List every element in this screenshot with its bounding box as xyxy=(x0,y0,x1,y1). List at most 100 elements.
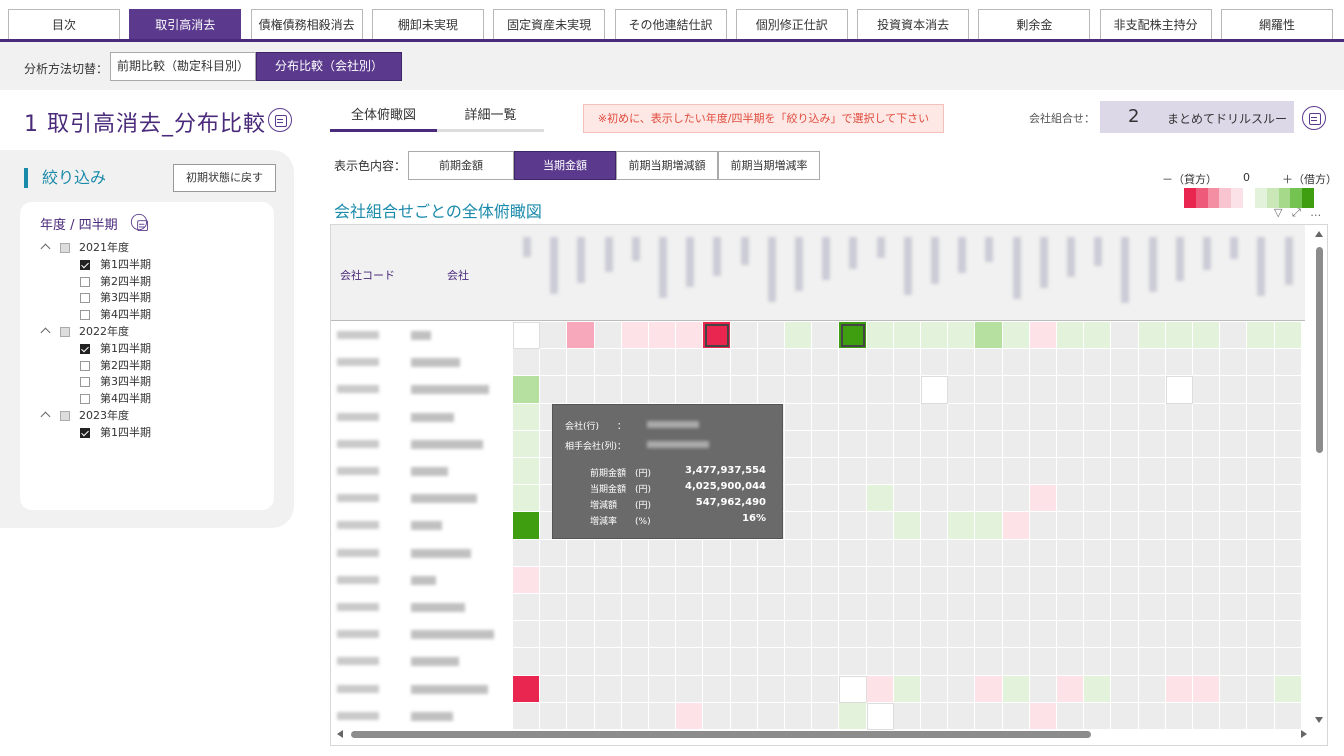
heatmap-cell[interactable] xyxy=(921,594,949,622)
heatmap-cell[interactable] xyxy=(567,322,595,350)
heatmap-cell[interactable] xyxy=(1111,485,1139,513)
heatmap-cell[interactable] xyxy=(1138,376,1166,404)
heatmap-cell[interactable] xyxy=(1247,458,1275,486)
heatmap-cell[interactable] xyxy=(812,566,840,594)
heatmap-cell[interactable] xyxy=(975,702,1003,730)
heatmap-cell[interactable] xyxy=(948,648,976,676)
heatmap-cell[interactable] xyxy=(1193,322,1221,350)
heatmap-cell[interactable] xyxy=(621,621,649,649)
heatmap-cell[interactable] xyxy=(1138,458,1166,486)
heatmap-cell[interactable] xyxy=(1084,458,1112,486)
heatmap-cell[interactable] xyxy=(1193,376,1221,404)
heatmap-cell[interactable] xyxy=(1111,675,1139,703)
heatmap-cell[interactable] xyxy=(621,566,649,594)
heatmap-cell[interactable] xyxy=(975,376,1003,404)
heatmap-cell[interactable] xyxy=(730,566,758,594)
heatmap-cell[interactable] xyxy=(757,349,785,377)
heatmap-cell[interactable] xyxy=(757,376,785,404)
heatmap-cell[interactable] xyxy=(1084,485,1112,513)
heatmap-cell[interactable] xyxy=(649,648,677,676)
tree-quarter-node[interactable]: 第3四半期 xyxy=(80,290,230,306)
heatmap-cell[interactable] xyxy=(839,376,867,404)
heatmap-cell[interactable] xyxy=(703,648,731,676)
heatmap-cell[interactable] xyxy=(948,675,976,703)
heatmap-cell[interactable] xyxy=(866,349,894,377)
heatmap-cell[interactable] xyxy=(1057,485,1085,513)
heatmap-cell[interactable] xyxy=(649,322,677,350)
heatmap-cell[interactable] xyxy=(785,403,813,431)
heatmap-cell[interactable] xyxy=(1247,648,1275,676)
heatmap-cell[interactable] xyxy=(785,648,813,676)
heatmap-cell[interactable] xyxy=(1057,430,1085,458)
heatmap-cell[interactable] xyxy=(649,594,677,622)
heatmap-cell[interactable] xyxy=(1165,485,1193,513)
heatmap-cell[interactable] xyxy=(1084,648,1112,676)
mode-button-distribution[interactable]: 分布比較（会社別） xyxy=(256,52,402,81)
heatmap-cell[interactable] xyxy=(1002,675,1030,703)
heatmap-cell[interactable] xyxy=(1111,349,1139,377)
column-company-header[interactable] xyxy=(876,237,885,258)
heatmap-cell[interactable] xyxy=(676,539,704,567)
tree-year-node[interactable]: 2021年度 xyxy=(40,240,240,256)
heatmap-cell[interactable] xyxy=(1084,349,1112,377)
heatmap-cell[interactable] xyxy=(893,539,921,567)
heatmap-cell[interactable] xyxy=(1193,512,1221,540)
collapse-chevron-icon[interactable] xyxy=(40,243,51,254)
quarter-checkbox[interactable] xyxy=(80,360,90,371)
heatmap-cell[interactable] xyxy=(921,621,949,649)
heatmap-cell[interactable] xyxy=(893,349,921,377)
heatmap-cell[interactable] xyxy=(1247,539,1275,567)
heatmap-cell[interactable] xyxy=(1165,403,1193,431)
heatmap-cell[interactable] xyxy=(812,403,840,431)
heatmap-cell[interactable] xyxy=(1029,376,1057,404)
heatmap-cell[interactable] xyxy=(1193,485,1221,513)
heatmap-cell[interactable] xyxy=(1057,621,1085,649)
heatmap-cell[interactable] xyxy=(1274,566,1302,594)
drill-through-button[interactable]: 2 まとめてドリルスルー xyxy=(1100,101,1294,133)
horizontal-scrollbar[interactable] xyxy=(335,727,1309,741)
heatmap-cell[interactable] xyxy=(649,566,677,594)
mode-button-period[interactable]: 前期比較（勘定科目別） xyxy=(110,52,256,81)
heatmap-cell[interactable] xyxy=(975,594,1003,622)
heatmap-cell[interactable] xyxy=(866,594,894,622)
heatmap-cell[interactable] xyxy=(513,485,541,513)
heatmap-cell[interactable] xyxy=(1165,566,1193,594)
heatmap-cell[interactable] xyxy=(1111,430,1139,458)
heatmap-cell[interactable] xyxy=(1193,349,1221,377)
heatmap-cell[interactable] xyxy=(540,648,568,676)
heatmap-cell[interactable] xyxy=(866,376,894,404)
quarter-checkbox[interactable] xyxy=(80,427,90,438)
heatmap-cell[interactable] xyxy=(513,675,541,703)
heatmap-cell[interactable] xyxy=(703,675,731,703)
heatmap-cell[interactable] xyxy=(839,675,867,703)
display-current-amount-button[interactable]: 当期金額 xyxy=(514,151,616,180)
top-tab[interactable]: 固定資産未実現 xyxy=(493,9,606,39)
heatmap-cell[interactable] xyxy=(757,566,785,594)
heatmap-cell[interactable] xyxy=(676,675,704,703)
heatmap-cell[interactable] xyxy=(676,566,704,594)
heatmap-cell[interactable] xyxy=(1111,376,1139,404)
column-company-header[interactable] xyxy=(1175,237,1184,281)
heatmap-cell[interactable] xyxy=(1057,376,1085,404)
heatmap-cell[interactable] xyxy=(513,322,541,350)
heatmap-cell[interactable] xyxy=(513,512,541,540)
column-company-header[interactable] xyxy=(985,237,994,262)
heatmap-cell[interactable] xyxy=(866,566,894,594)
heatmap-cell[interactable] xyxy=(757,648,785,676)
heatmap-cell[interactable] xyxy=(621,376,649,404)
heatmap-cell[interactable] xyxy=(839,458,867,486)
heatmap-cell[interactable] xyxy=(785,485,813,513)
heatmap-cell[interactable] xyxy=(839,403,867,431)
heatmap-cell[interactable] xyxy=(1247,349,1275,377)
heatmap-cell[interactable] xyxy=(812,430,840,458)
heatmap-cell[interactable] xyxy=(1220,349,1248,377)
heatmap-cell[interactable] xyxy=(730,349,758,377)
heatmap-cell[interactable] xyxy=(893,702,921,730)
heatmap-cell[interactable] xyxy=(621,539,649,567)
column-company-header[interactable] xyxy=(1230,237,1239,259)
heatmap-cell[interactable] xyxy=(730,675,758,703)
heatmap-cell[interactable] xyxy=(1274,349,1302,377)
heatmap-cell[interactable] xyxy=(703,594,731,622)
heatmap-cell[interactable] xyxy=(1111,566,1139,594)
heatmap-cell[interactable] xyxy=(1220,702,1248,730)
